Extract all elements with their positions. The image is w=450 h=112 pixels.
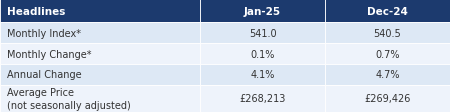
Bar: [0, 85, 200, 112]
Text: Monthly Change*: Monthly Change*: [7, 49, 91, 59]
Bar: [200, 44, 325, 64]
Text: £268,213: £268,213: [239, 94, 286, 103]
Text: Jan-25: Jan-25: [244, 6, 281, 16]
Bar: [325, 23, 450, 44]
Bar: [325, 64, 450, 85]
Bar: [325, 0, 450, 23]
Text: 0.1%: 0.1%: [250, 49, 275, 59]
Bar: [325, 85, 450, 112]
Text: Headlines: Headlines: [7, 6, 65, 16]
Bar: [325, 44, 450, 64]
Bar: [0, 0, 200, 23]
Bar: [200, 64, 325, 85]
Text: 4.7%: 4.7%: [375, 70, 400, 80]
Text: 540.5: 540.5: [374, 28, 401, 38]
Text: 4.1%: 4.1%: [250, 70, 275, 80]
Text: 541.0: 541.0: [249, 28, 276, 38]
Bar: [0, 23, 200, 44]
Bar: [200, 85, 325, 112]
Bar: [200, 23, 325, 44]
Text: Monthly Index*: Monthly Index*: [7, 28, 81, 38]
Bar: [0, 44, 200, 64]
Text: Annual Change: Annual Change: [7, 70, 81, 80]
Bar: [0, 64, 200, 85]
Text: Average Price
(not seasonally adjusted): Average Price (not seasonally adjusted): [7, 87, 130, 110]
Text: Dec-24: Dec-24: [367, 6, 408, 16]
Text: £269,426: £269,426: [364, 94, 411, 103]
Bar: [200, 0, 325, 23]
Text: 0.7%: 0.7%: [375, 49, 400, 59]
